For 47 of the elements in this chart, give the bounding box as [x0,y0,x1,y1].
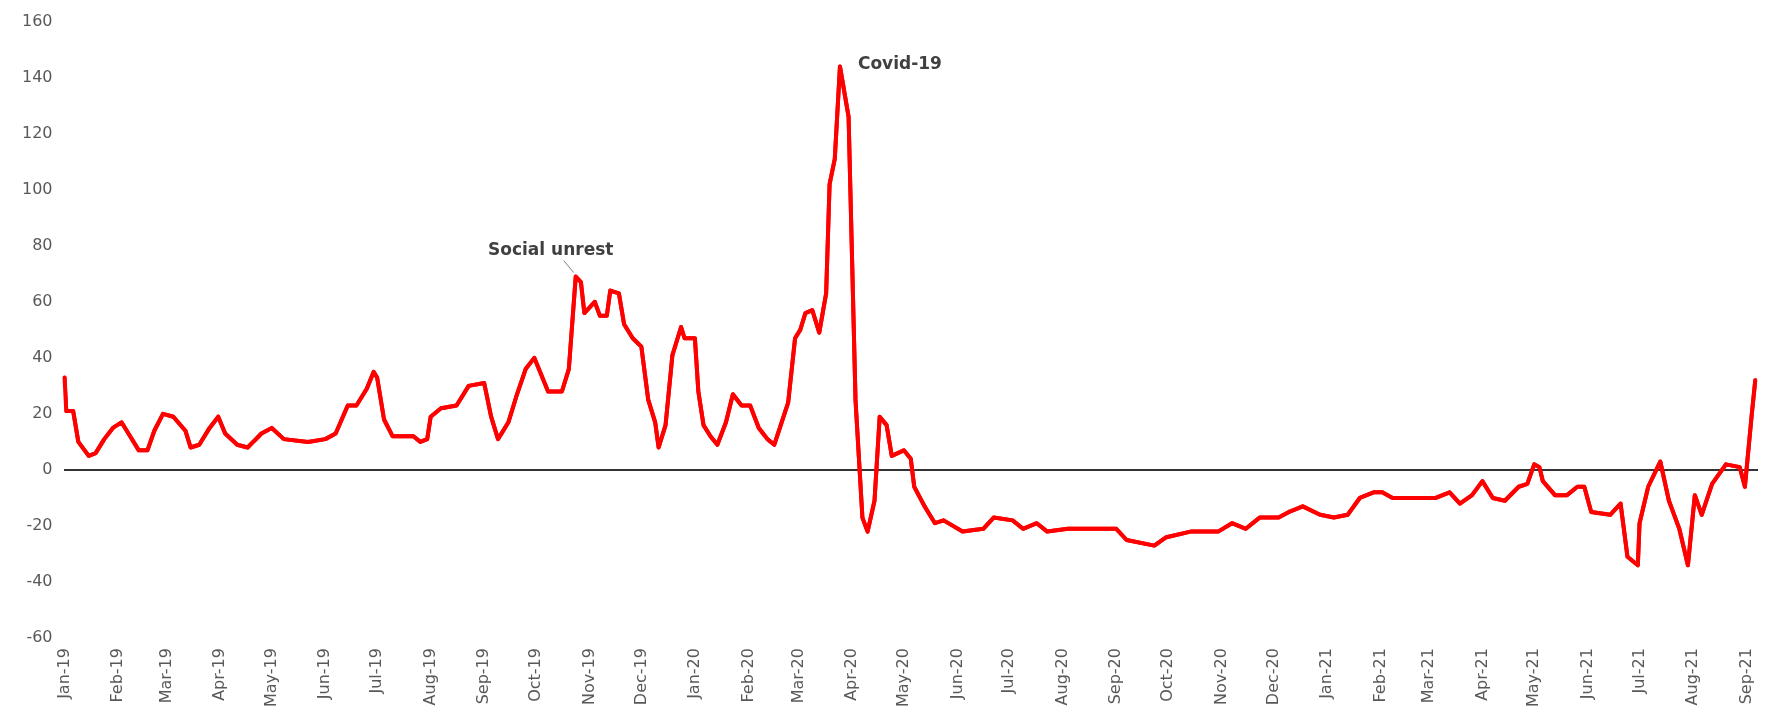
y-tick-label: -40 [26,571,53,591]
x-tick-label: Jun-20 [946,648,966,701]
x-tick-label: Feb-21 [1369,648,1389,703]
x-tick-label: May-21 [1523,648,1543,708]
y-tick-label: 60 [32,290,53,310]
x-tick-label: Jul-21 [1628,648,1648,695]
x-tick-label: Oct-19 [525,648,545,702]
x-tick-label: Mar-20 [787,648,807,704]
y-tick-label: -60 [26,627,53,647]
x-tick-label: Dec-20 [1262,648,1282,706]
x-tick-label: Sep-19 [473,648,493,705]
x-tick-label: May-19 [260,648,280,708]
x-tick-label: Aug-19 [419,648,439,706]
annotation: Covid-19 [857,52,942,73]
x-tick-label: Apr-21 [1471,648,1491,701]
x-tick-label: Jul-20 [998,648,1018,695]
x-tick-label: Jun-21 [1576,648,1596,701]
y-tick-label: 40 [32,347,53,367]
x-tick-label: Sep-21 [1735,648,1755,705]
x-tick-label: Mar-21 [1418,648,1438,704]
y-tick-label: 0 [42,459,53,479]
x-tick-label: Feb-20 [737,648,757,703]
y-tick-label: 80 [32,234,53,254]
x-tick-label: Nov-20 [1210,648,1230,706]
y-tick-label: 100 [21,178,53,198]
x-tick-label: Apr-19 [209,648,229,701]
x-tick-label: May-20 [893,648,913,708]
x-tick-label: Jan-21 [1316,648,1336,700]
x-tick-label: Feb-19 [107,648,127,703]
x-tick-label: Oct-20 [1157,648,1177,702]
x-tick-label: Aug-21 [1682,648,1702,706]
x-tick-label: Aug-20 [1051,648,1071,706]
annotation: Social unrest [488,238,614,259]
x-tick-label: Dec-19 [630,648,650,706]
y-tick-label: 160 [21,10,53,30]
y-tick-label: 120 [21,122,53,142]
x-tick-label: Jan-20 [684,648,704,700]
y-tick-label: -20 [26,515,53,535]
x-tick-label: Mar-19 [155,648,175,704]
x-tick-label: Sep-20 [1105,648,1125,705]
x-tick-label: Jun-19 [314,648,334,701]
x-tick-label: Jan-19 [53,648,73,700]
x-tick-label: Apr-20 [841,648,861,701]
y-tick-label: 20 [32,403,53,423]
x-tick-label: Nov-19 [578,648,598,706]
x-tick-label: Jul-19 [366,648,386,695]
y-tick-label: 140 [21,66,53,86]
